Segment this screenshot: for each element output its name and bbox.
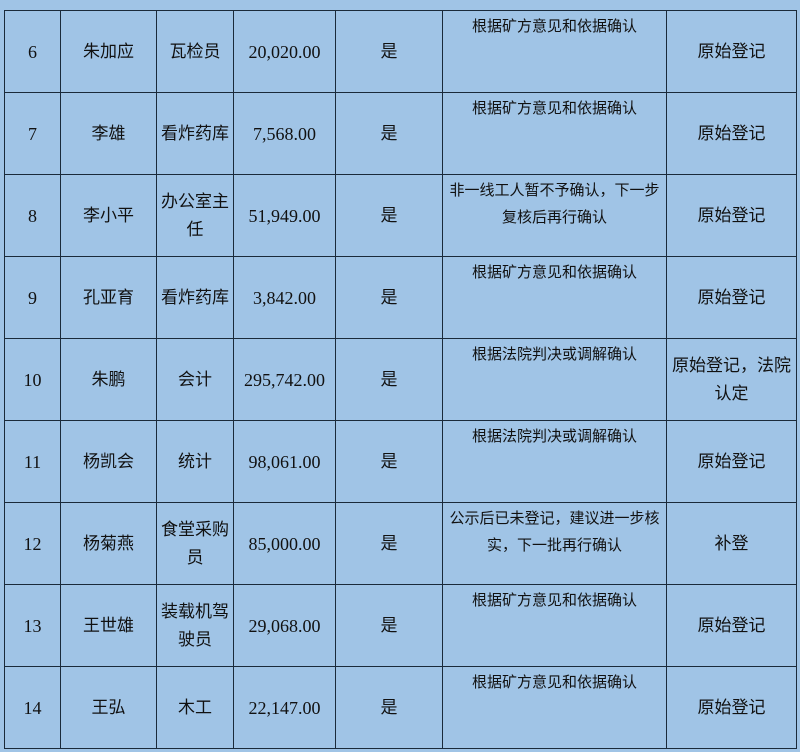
- source-cell: 原始登记: [666, 92, 797, 175]
- row-number: 13: [4, 584, 61, 667]
- table-row: 9 孔亚育 看炸药库 3,842.00 是根据矿方意见和依据确认 原始登记: [4, 256, 797, 339]
- claims-table: 6 朱加应 瓦检员 20,020.00 是根据矿方意见和依据确认 原始登记 7 李雄 看炸药库 7…: [4, 10, 797, 749]
- confirmed-cell: 是: [335, 92, 443, 175]
- position-cell: 瓦检员: [156, 10, 234, 93]
- amount-cell: 20,020.00: [233, 10, 336, 93]
- amount-cell: 7,568.00: [233, 92, 336, 175]
- position-cell: 木工: [156, 666, 234, 749]
- table-row: 14 王弘 木工 22,147.00 是根据矿方意见和依据确认 原始登记: [4, 666, 797, 749]
- table-row: 6 朱加应 瓦检员 20,020.00 是根据矿方意见和依据确认 原始登记: [4, 10, 797, 93]
- amount-cell: 51,949.00: [233, 174, 336, 257]
- basis-cell: 根据矿方意见和依据确认: [442, 584, 667, 667]
- name-cell: 孔亚育: [60, 256, 157, 339]
- basis-cell: 非一线工人暂不予确认，下一步复核后再行确认: [442, 174, 667, 257]
- amount-cell: 29,068.00: [233, 584, 336, 667]
- source-cell: 原始登记: [666, 584, 797, 667]
- row-number: 9: [4, 256, 61, 339]
- basis-cell: 根据矿方意见和依据确认: [442, 92, 667, 175]
- name-cell: 李小平: [60, 174, 157, 257]
- table-row: 7 李雄 看炸药库 7,568.00 是根据矿方意见和依据确认 原始登记: [4, 92, 797, 175]
- source-cell: 原始登记: [666, 256, 797, 339]
- position-cell: 办公室主任: [156, 174, 234, 257]
- position-cell: 看炸药库: [156, 92, 234, 175]
- amount-cell: 85,000.00: [233, 502, 336, 585]
- source-cell: 原始登记: [666, 666, 797, 749]
- row-number: 7: [4, 92, 61, 175]
- name-cell: 朱加应: [60, 10, 157, 93]
- name-cell: 王世雄: [60, 584, 157, 667]
- confirmed-cell: 是: [335, 502, 443, 585]
- confirmed-cell: 是: [335, 10, 443, 93]
- basis-cell: 公示后已未登记，建议进一步核实，下一批再行确认: [442, 502, 667, 585]
- name-cell: 杨凯会: [60, 420, 157, 503]
- table-row: 13 王世雄 装载机驾驶员 29,068.00 是根据矿方意见和依据确认 原始登记: [4, 584, 797, 667]
- position-cell: 看炸药库: [156, 256, 234, 339]
- confirmed-cell: 是: [335, 584, 443, 667]
- source-cell: 补登: [666, 502, 797, 585]
- name-cell: 王弘: [60, 666, 157, 749]
- confirmed-cell: 是: [335, 338, 443, 421]
- amount-cell: 295,742.00: [233, 338, 336, 421]
- amount-cell: 22,147.00: [233, 666, 336, 749]
- row-number: 8: [4, 174, 61, 257]
- confirmed-cell: 是: [335, 420, 443, 503]
- basis-cell: 根据法院判决或调解确认: [442, 420, 667, 503]
- row-number: 10: [4, 338, 61, 421]
- table-row: 12 杨菊燕 食堂采购员 85,000.00 是公示后已未登记，建议进一步核实，下一批再…: [4, 502, 797, 585]
- confirmed-cell: 是: [335, 256, 443, 339]
- table-row: 11 杨凯会 统计 98,061.00 是根据法院判决或调解确认 原始登记: [4, 420, 797, 503]
- position-cell: 食堂采购员: [156, 502, 234, 585]
- name-cell: 朱鹏: [60, 338, 157, 421]
- basis-cell: 根据法院判决或调解确认: [442, 338, 667, 421]
- row-number: 6: [4, 10, 61, 93]
- table-row: 10 朱鹏 会计 295,742.00 是根据法院判决或调解确认 原始登记，法院认定: [4, 338, 797, 421]
- position-cell: 统计: [156, 420, 234, 503]
- source-cell: 原始登记: [666, 10, 797, 93]
- table-row: 8 李小平 办公室主任 51,949.00 是非一线工人暂不予确认，下一步复核后再行确认…: [4, 174, 797, 257]
- source-cell: 原始登记，法院认定: [666, 338, 797, 421]
- position-cell: 装载机驾驶员: [156, 584, 234, 667]
- row-number: 11: [4, 420, 61, 503]
- row-number: 12: [4, 502, 61, 585]
- row-number: 14: [4, 666, 61, 749]
- amount-cell: 3,842.00: [233, 256, 336, 339]
- confirmed-cell: 是: [335, 666, 443, 749]
- name-cell: 杨菊燕: [60, 502, 157, 585]
- position-cell: 会计: [156, 338, 234, 421]
- amount-cell: 98,061.00: [233, 420, 336, 503]
- name-cell: 李雄: [60, 92, 157, 175]
- source-cell: 原始登记: [666, 174, 797, 257]
- basis-cell: 根据矿方意见和依据确认: [442, 10, 667, 93]
- confirmed-cell: 是: [335, 174, 443, 257]
- basis-cell: 根据矿方意见和依据确认: [442, 666, 667, 749]
- source-cell: 原始登记: [666, 420, 797, 503]
- basis-cell: 根据矿方意见和依据确认: [442, 256, 667, 339]
